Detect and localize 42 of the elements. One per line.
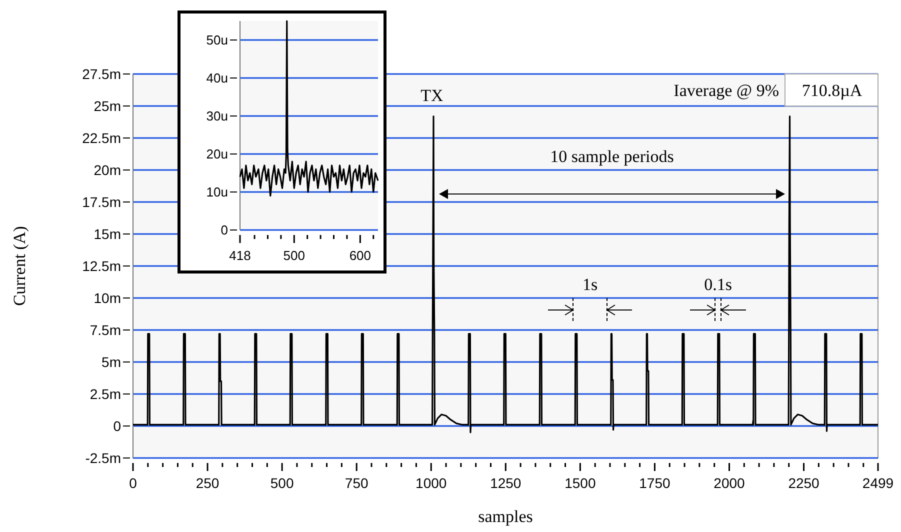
line-series [239, 20, 379, 197]
y-tick-label: 0 [220, 222, 228, 238]
y-tick-label: 25m [94, 98, 121, 114]
x-tick-label: 500 [270, 475, 294, 491]
y-tick-label: 10u [206, 184, 228, 200]
y-tick-label: 30u [206, 108, 228, 124]
y-tick-label: 20u [206, 146, 228, 162]
x-tick-label: 2499 [862, 475, 894, 491]
y-tick-label: 7.5m [90, 322, 121, 338]
y-tick-label: 22.5m [82, 130, 121, 146]
x-tick-label: 2250 [788, 475, 820, 491]
annotation: 10 sample periods [550, 147, 674, 166]
y-tick-label: 20m [94, 162, 121, 178]
annotation: Iaverage @ 9% [674, 81, 779, 100]
annotation: 0.1s [704, 275, 732, 294]
x-tick-label: 418 [229, 248, 251, 263]
y-tick-label: 0 [113, 418, 122, 434]
annotation: 710.8µA [802, 81, 863, 100]
x-tick-label: 0 [129, 475, 138, 491]
y-tick-label: 40u [206, 70, 228, 86]
x-axis-title: samples [478, 507, 533, 526]
y-tick-label: 2.5m [90, 386, 121, 402]
y-tick-label: 27.5m [82, 66, 121, 82]
y-tick-label: 10m [94, 290, 121, 306]
y-tick-label: 50u [206, 32, 228, 48]
x-tick-label: 1250 [490, 475, 522, 491]
x-tick-label: 500 [283, 248, 305, 263]
x-tick-label: 600 [349, 248, 372, 263]
x-tick-label: 750 [344, 475, 368, 491]
x-tick-label: 250 [196, 475, 220, 491]
y-tick-label: -2.5m [85, 450, 121, 466]
x-tick-label: 1500 [564, 475, 596, 491]
y-tick-label: 5m [102, 354, 121, 370]
y-axis-title: Current (A) [10, 226, 29, 306]
y-tick-label: 15m [94, 226, 121, 242]
annotation: 1s [582, 275, 598, 294]
x-tick-label: 1000 [416, 475, 447, 491]
y-tick-label: 17.5m [82, 194, 121, 210]
x-tick-label: 2000 [714, 475, 746, 491]
x-tick-label: 1750 [639, 475, 670, 491]
annotation: TX [420, 86, 444, 105]
y-tick-label: 12.5m [82, 258, 121, 274]
